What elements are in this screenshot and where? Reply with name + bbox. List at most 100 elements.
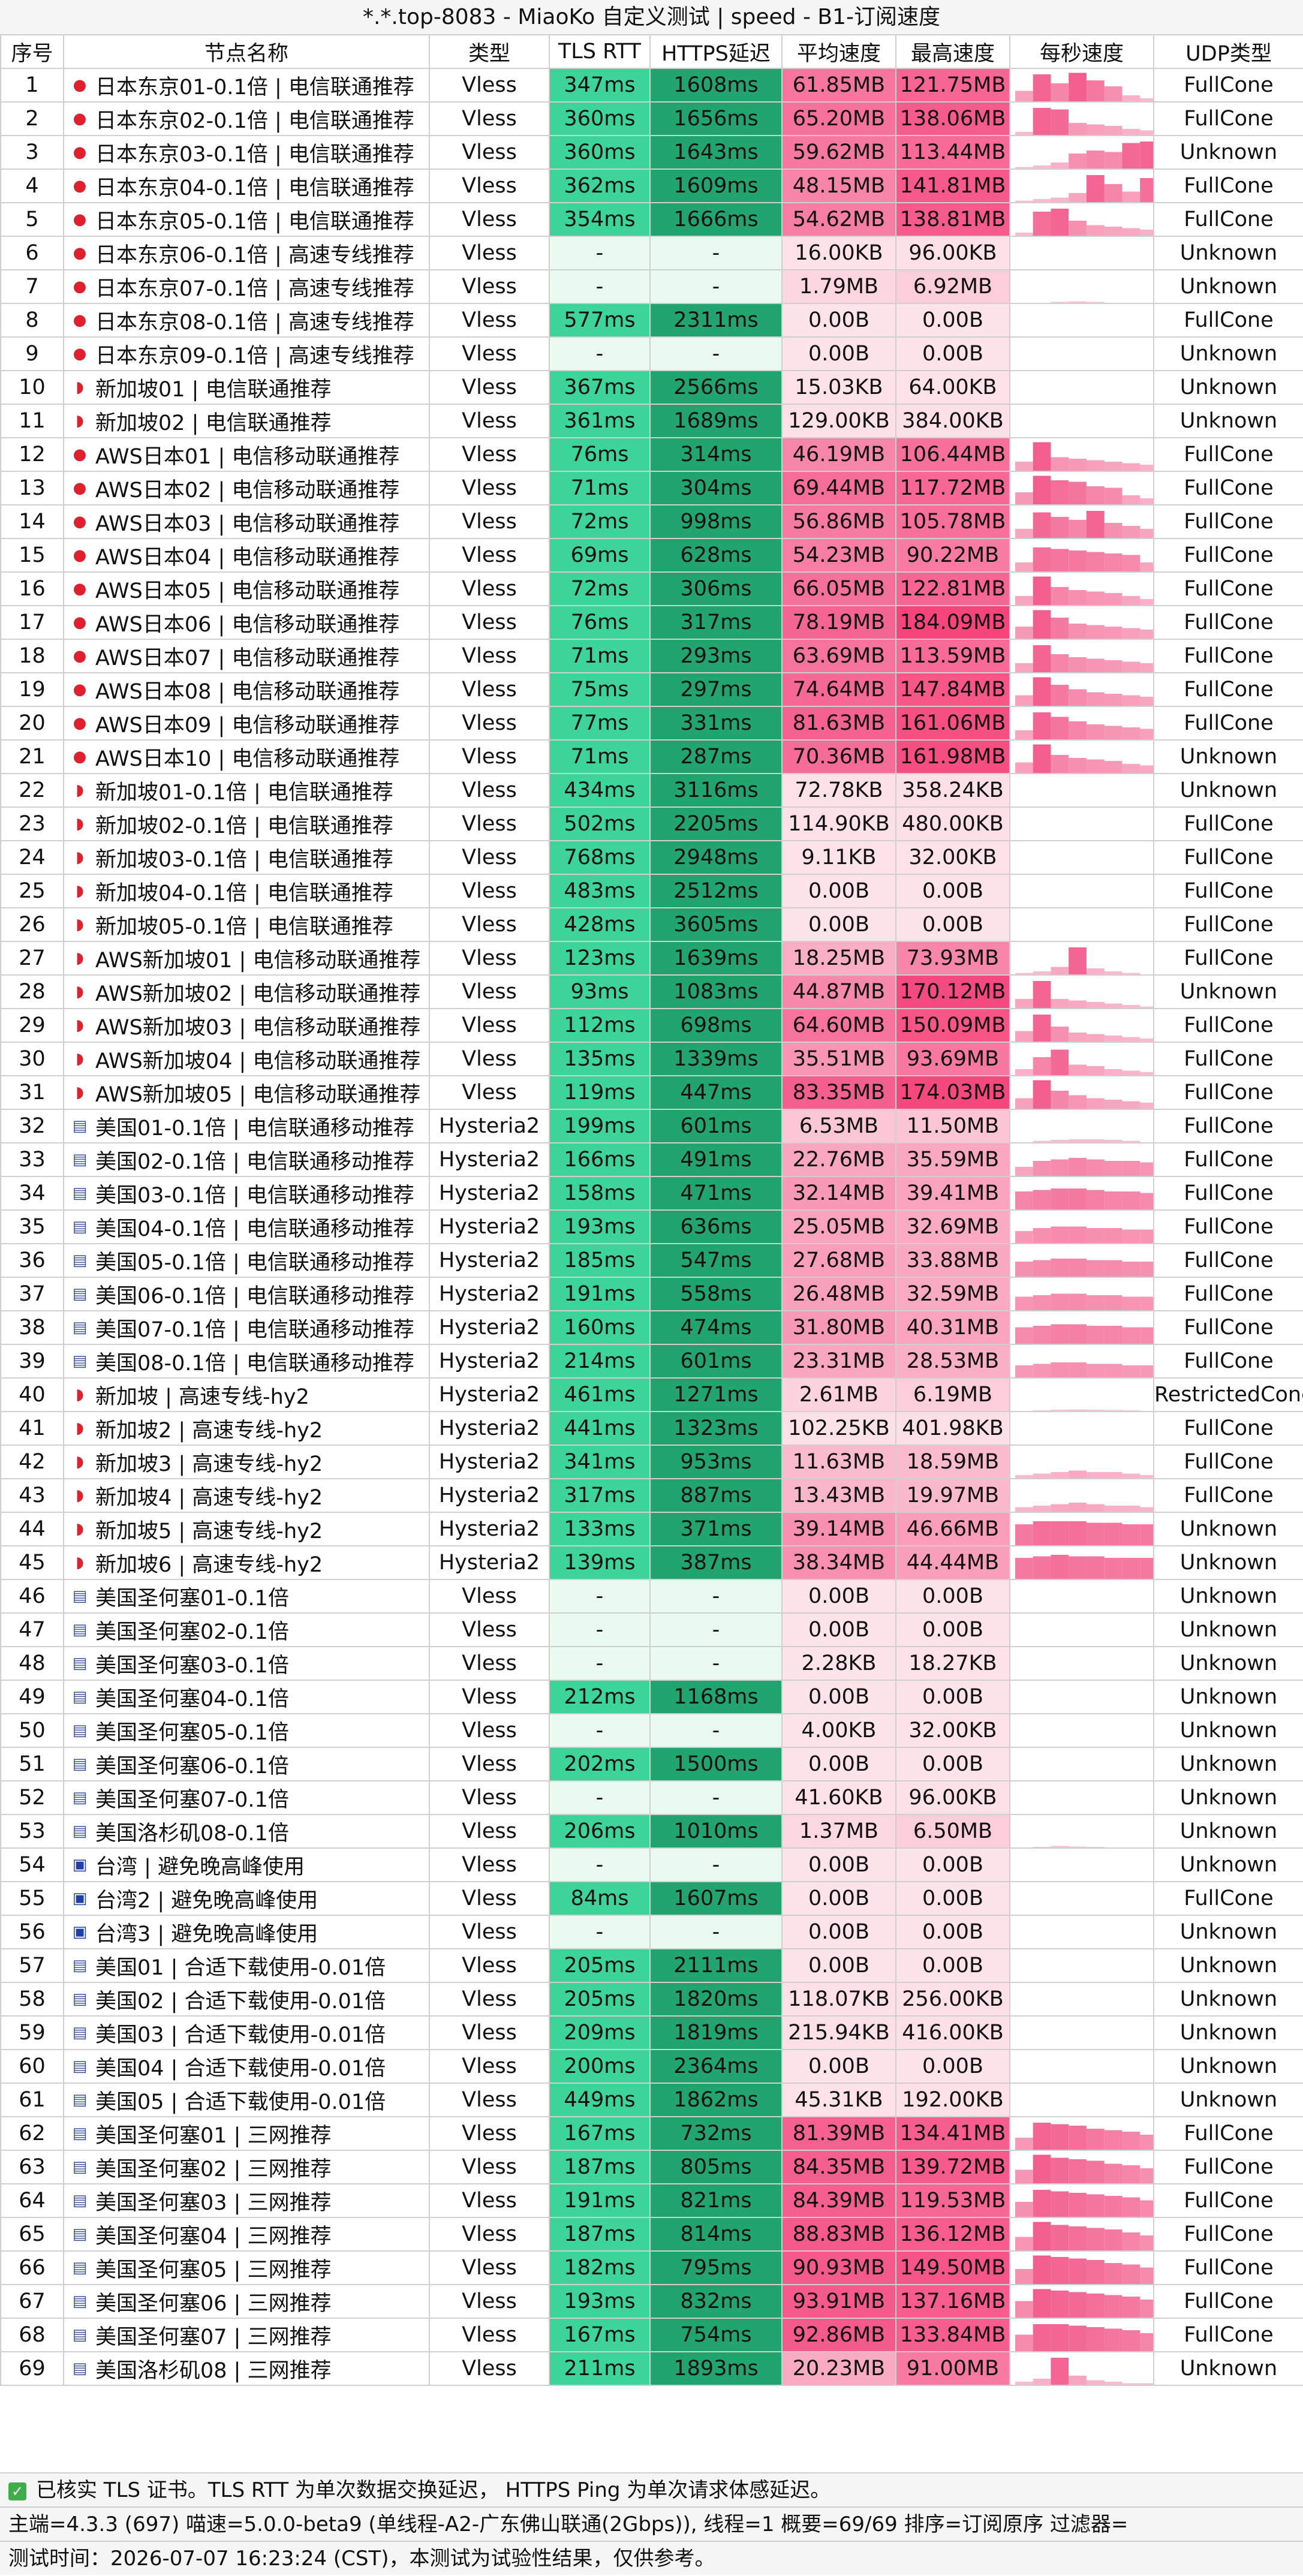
table-row[interactable]: 65 ▤ 美国圣何塞04 | 三网推荐 Vless 187ms 814ms 88.83MB 1… [0,2217,1303,2252]
per-second-speed-chart [1009,404,1154,438]
table-row[interactable]: 14 ● AWS日本03 | 电信移动联通推荐 Vless 72ms 998ms 56.86… [0,504,1303,539]
node-name-cell: ◗ 新加坡04-0.1倍 | 电信联通推荐 [63,874,430,908]
table-row[interactable]: 47 ▤ 美国圣何塞02-0.1倍 Vless - -0.00B 0.00B Unknown [0,1612,1303,1647]
table-row[interactable]: 38 ▤ 美国07-0.1倍 | 电信联通移动推荐 Hysteria2 160ms 474… [0,1310,1303,1345]
table-row[interactable]: 45 ◗ 新加坡6 | 高速专线-hy2 Hysteria2 139ms 387ms 38.… [0,1545,1303,1580]
table-row[interactable]: 53 ▤ 美国洛杉矶08-0.1倍 Vless 206ms 1010ms 1.37MB 6.5… [0,1814,1303,1849]
table-row[interactable]: 32 ▤ 美国01-0.1倍 | 电信联通移动推荐 Hysteria2 199ms 601… [0,1109,1303,1143]
table-row[interactable]: 48 ▤ 美国圣何塞03-0.1倍 Vless - -2.28KB 18.27KB Unkno… [0,1646,1303,1681]
table-row[interactable]: 8 ● 日本东京08-0.1倍 | 高速专线推荐 Vless 577ms 2311ms 0.… [0,303,1303,338]
table-row[interactable]: 35 ▤ 美国04-0.1倍 | 电信联通移动推荐 Hysteria2 193ms 636… [0,1209,1303,1244]
table-row[interactable]: 23 ◗ 新加坡02-0.1倍 | 电信联通推荐 Vless 502ms 2205ms 11… [0,806,1303,841]
table-row[interactable]: 4 ● 日本东京04-0.1倍 | 电信联通推荐 Vless 362ms 1609ms 48… [0,168,1303,203]
table-row[interactable]: 13 ● AWS日本02 | 电信移动联通推荐 Vless 71ms 304ms 69.44… [0,471,1303,505]
table-row[interactable]: 63 ▤ 美国圣何塞02 | 三网推荐 Vless 187ms 805ms 84.35MB 1… [0,2150,1303,2184]
table-row[interactable]: 36 ▤ 美国05-0.1倍 | 电信联通移动推荐 Hysteria2 185ms 547… [0,1243,1303,1278]
table-row[interactable]: 20 ● AWS日本09 | 电信移动联通推荐 Vless 77ms 331ms 81.63… [0,706,1303,741]
col-header-https[interactable]: HTTPS延迟 [649,34,783,69]
table-row[interactable]: 41 ◗ 新加坡2 | 高速专线-hy2 Hysteria2 441ms 1323ms 10… [0,1411,1303,1446]
table-row[interactable]: 6 ● 日本东京06-0.1倍 | 高速专线推荐 Vless - -16.00KB 96.0… [0,236,1303,270]
flag-sg-icon: ◗ [76,378,84,396]
udp-type: FullCone [1153,202,1303,237]
table-row[interactable]: 9 ● 日本东京09-0.1倍 | 高速专线推荐 Vless - -0.00B 0.00B U… [0,336,1303,371]
col-header-spark[interactable]: 每秒速度 [1009,34,1154,69]
node-name: 新加坡4 | 高速专线-hy2 [95,1485,323,1510]
table-row[interactable]: 16 ● AWS日本05 | 电信移动联通推荐 Vless 72ms 306ms 66.05… [0,571,1303,606]
spark-bar [1033,2222,1051,2250]
table-row[interactable]: 15 ● AWS日本04 | 电信移动联通推荐 Vless 69ms 628ms 54.23… [0,538,1303,573]
table-row[interactable]: 43 ◗ 新加坡4 | 高速专线-hy2 Hysteria2 317ms 887ms 13.… [0,1478,1303,1513]
table-row[interactable]: 66 ▤ 美国圣何塞05 | 三网推荐 Vless 182ms 795ms 90.93MB 1… [0,2250,1303,2285]
table-row[interactable]: 57 ▤ 美国01 | 合适下载使用-0.01倍 Vless 205ms 2111ms 0.… [0,1948,1303,1983]
table-row[interactable]: 49 ▤ 美国圣何塞04-0.1倍 Vless 212ms 1168ms 0.00B 0.00… [0,1680,1303,1714]
col-header-udp[interactable]: UDP类型 [1153,34,1303,69]
table-row[interactable]: 59 ▤ 美国03 | 合适下载使用-0.01倍 Vless 209ms 1819ms 21… [0,2015,1303,2050]
avg-speed: 35.51MB [781,1042,896,1076]
spark-bar [1086,2327,1105,2351]
table-row[interactable]: 60 ▤ 美国04 | 合适下载使用-0.01倍 Vless 200ms 2364ms 0.… [0,2049,1303,2084]
table-row[interactable]: 2 ● 日本东京02-0.1倍 | 电信联通推荐 Vless 360ms 1656ms 65… [0,101,1303,136]
spark-bar [1104,152,1123,168]
table-row[interactable]: 22 ◗ 新加坡01-0.1倍 | 电信联通推荐 Vless 434ms 3116ms 72… [0,773,1303,808]
table-row[interactable]: 68 ▤ 美国圣何塞07 | 三网推荐 Vless 167ms 754ms 92.86MB 1… [0,2318,1303,2352]
spark-bar [1015,1327,1033,1343]
table-row[interactable]: 58 ▤ 美国02 | 合适下载使用-0.01倍 Vless 205ms 1820ms 11… [0,1982,1303,2017]
table-row[interactable]: 52 ▤ 美国圣何塞07-0.1倍 Vless - -41.60KB 96.00KB Unkn… [0,1780,1303,1815]
col-header-max[interactable]: 最高速度 [895,34,1010,69]
table-row[interactable]: 18 ● AWS日本07 | 电信移动联通推荐 Vless 71ms 293ms 63.69… [0,639,1303,673]
table-row[interactable]: 67 ▤ 美国圣何塞06 | 三网推荐 Vless 193ms 832ms 93.91MB 1… [0,2284,1303,2319]
spark-bar [1086,1066,1105,1075]
table-row[interactable]: 28 ◗ AWS新加坡02 | 电信移动联通推荐 Vless 93ms 1083ms 44.… [0,974,1303,1009]
table-row[interactable]: 5 ● 日本东京05-0.1倍 | 电信联通推荐 Vless 354ms 1666ms 54… [0,202,1303,237]
table-row[interactable]: 39 ▤ 美国08-0.1倍 | 电信联通移动推荐 Hysteria2 214ms 601… [0,1344,1303,1379]
table-row[interactable]: 27 ◗ AWS新加坡01 | 电信移动联通推荐 Vless 123ms 1639ms 18… [0,941,1303,976]
col-header-avg[interactable]: 平均速度 [781,34,896,69]
table-row[interactable]: 19 ● AWS日本08 | 电信移动联通推荐 Vless 75ms 297ms 74.64… [0,672,1303,707]
table-row[interactable]: 11 ◗ 新加坡02 | 电信联通推荐 Vless 361ms 1689ms 129.00K… [0,404,1303,438]
table-row[interactable]: 25 ◗ 新加坡04-0.1倍 | 电信联通推荐 Vless 483ms 2512ms 0.… [0,874,1303,908]
table-row[interactable]: 42 ◗ 新加坡3 | 高速专线-hy2 Hysteria2 341ms 953ms 11.… [0,1445,1303,1479]
spark-bar [1051,2257,1069,2283]
table-row[interactable]: 61 ▤ 美国05 | 合适下载使用-0.01倍 Vless 449ms 1862ms 45… [0,2083,1303,2117]
table-row[interactable]: 1 ● 日本东京01-0.1倍 | 电信联通推荐 Vless 347ms 1608ms 61… [0,68,1303,103]
table-row[interactable]: 46 ▤ 美国圣何塞01-0.1倍 Vless - -0.00B 0.00B Unknown [0,1579,1303,1614]
spark-bar [1086,1522,1105,1545]
row-id: 25 [0,874,64,908]
table-row[interactable]: 51 ▤ 美国圣何塞06-0.1倍 Vless 202ms 1500ms 0.00B 0.00… [0,1747,1303,1781]
col-header-name[interactable]: 节点名称 [63,34,430,69]
table-row[interactable]: 3 ● 日本东京03-0.1倍 | 电信联通推荐 Vless 360ms 1643ms 59… [0,135,1303,170]
col-header-tls[interactable]: TLS RTT [549,34,651,69]
col-header-id[interactable]: 序号 [0,34,64,69]
table-row[interactable]: 40 ◗ 新加坡 | 高速专线-hy2 Hysteria2 461ms 1271ms 2.6… [0,1377,1303,1412]
table-row[interactable]: 33 ▤ 美国02-0.1倍 | 电信联通移动推荐 Hysteria2 166ms 491… [0,1142,1303,1177]
table-row[interactable]: 31 ◗ AWS新加坡05 | 电信移动联通推荐 Vless 119ms 447ms 83.… [0,1075,1303,1110]
tls-rtt: 214ms [549,1344,651,1379]
col-header-type[interactable]: 类型 [429,34,550,69]
table-row[interactable]: 56 ▣ 台湾3 | 避免晚高峰使用 Vless - -0.00B 0.00B Unknown [0,1915,1303,1949]
table-row[interactable]: 17 ● AWS日本06 | 电信移动联通推荐 Vless 76ms 317ms 78.19… [0,605,1303,640]
avg-speed: 70.36MB [781,739,896,774]
table-row[interactable]: 64 ▤ 美国圣何塞03 | 三网推荐 Vless 191ms 821ms 84.39MB 1… [0,2183,1303,2218]
table-row[interactable]: 24 ◗ 新加坡03-0.1倍 | 电信联通推荐 Vless 768ms 2948ms 9.… [0,840,1303,875]
spark-bar [1086,968,1105,974]
node-name-cell: ▤ 美国03-0.1倍 | 电信联通移动推荐 [63,1176,430,1211]
table-row[interactable]: 44 ◗ 新加坡5 | 高速专线-hy2 Hysteria2 133ms 371ms 39.… [0,1512,1303,1546]
per-second-speed-chart [1009,2217,1154,2252]
table-row[interactable]: 37 ▤ 美国06-0.1倍 | 电信联通移动推荐 Hysteria2 191ms 558… [0,1277,1303,1311]
table-row[interactable]: 10 ◗ 新加坡01 | 电信联通推荐 Vless 367ms 2566ms 15.03KB… [0,370,1303,405]
table-row[interactable]: 34 ▤ 美国03-0.1倍 | 电信联通移动推荐 Hysteria2 158ms 471… [0,1176,1303,1211]
spark-bar [1069,123,1087,134]
table-row[interactable]: 69 ▤ 美国洛杉矶08 | 三网推荐 Vless 211ms 1893ms 20.23MB… [0,2351,1303,2386]
table-row[interactable]: 50 ▤ 美国圣何塞05-0.1倍 Vless - -4.00KB 32.00KB Unkno… [0,1713,1303,1748]
spark-bar [1086,1002,1105,1007]
table-row[interactable]: 54 ▣ 台湾 | 避免晚高峰使用 Vless - -0.00B 0.00B Unknown [0,1847,1303,1882]
table-row[interactable]: 26 ◗ 新加坡05-0.1倍 | 电信联通推荐 Vless 428ms 3605ms 0.… [0,907,1303,942]
table-row[interactable]: 7 ● 日本东京07-0.1倍 | 高速专线推荐 Vless - -1.79MB 6.92M… [0,269,1303,304]
table-row[interactable]: 62 ▤ 美国圣何塞01 | 三网推荐 Vless 167ms 732ms 81.39MB 1… [0,2116,1303,2151]
table-row[interactable]: 21 ● AWS日本10 | 电信移动联通推荐 Vless 71ms 287ms 70.36… [0,739,1303,774]
table-row[interactable]: 12 ● AWS日本01 | 电信移动联通推荐 Vless 76ms 314ms 46.19… [0,437,1303,472]
table-row[interactable]: 55 ▣ 台湾2 | 避免晚高峰使用 Vless 84ms 1607ms 0.00B 0.00… [0,1881,1303,1916]
table-row[interactable]: 29 ◗ AWS新加坡03 | 电信移动联通推荐 Vless 112ms 698ms 64.… [0,1008,1303,1043]
table-row[interactable]: 30 ◗ AWS新加坡04 | 电信移动联通推荐 Vless 135ms 1339ms 35… [0,1042,1303,1076]
spark-bar [1140,2300,1152,2317]
